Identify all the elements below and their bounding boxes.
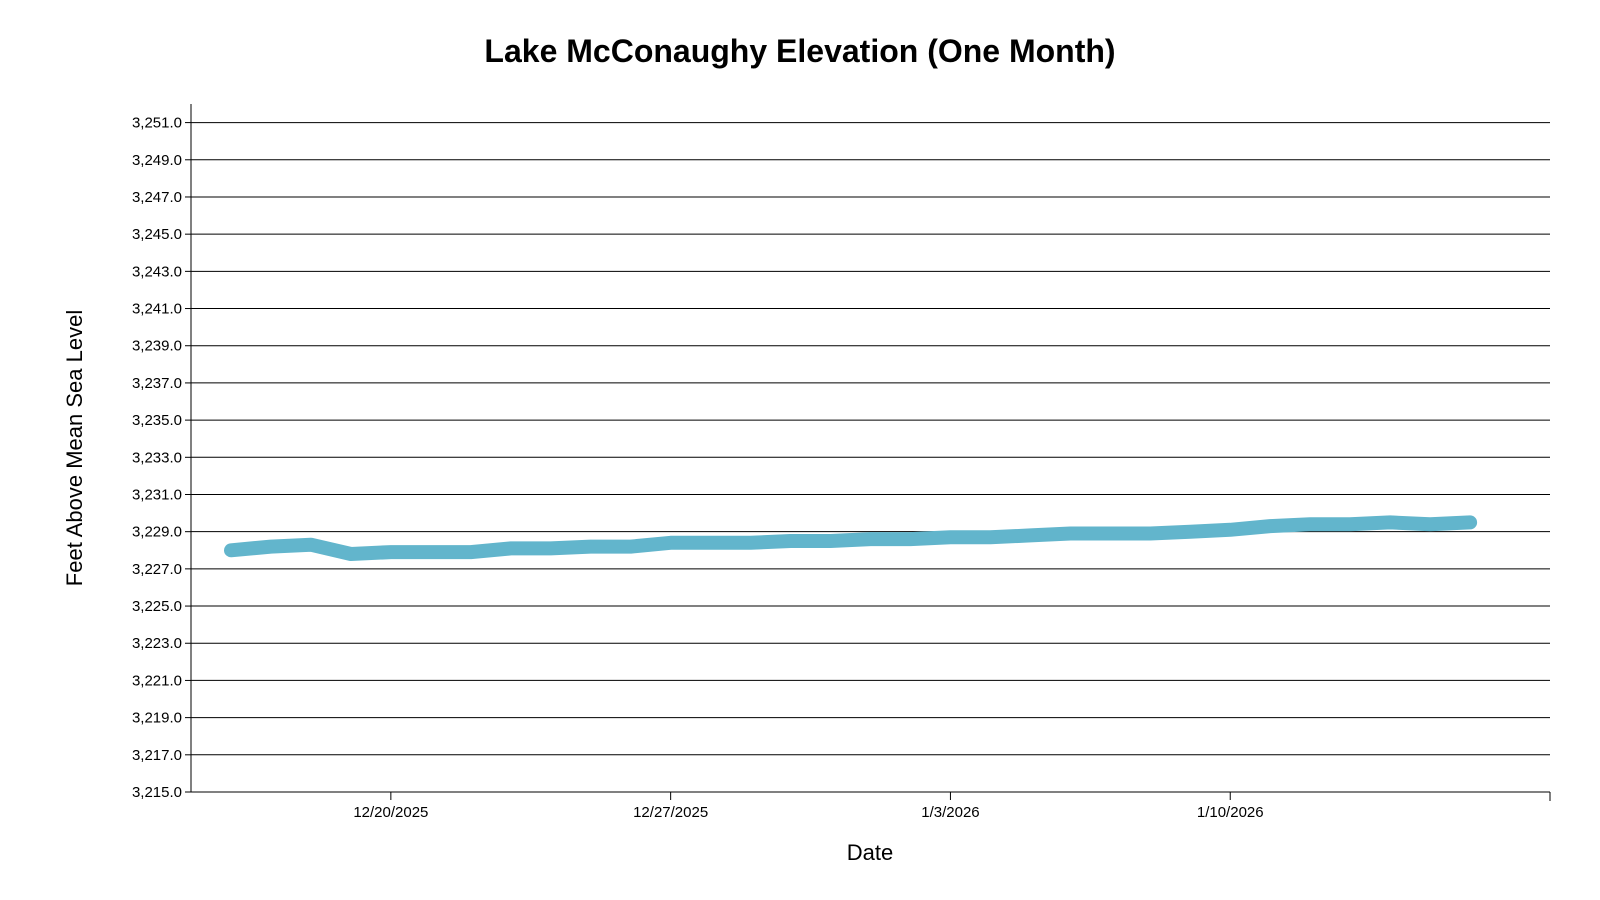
x-tick-label: 1/3/2026 [921,804,979,821]
y-tick-label: 3,225.0 [132,598,182,615]
gridlines [191,122,1550,756]
y-tick-label: 3,235.0 [132,412,182,429]
y-tick-label: 3,217.0 [132,747,182,764]
y-axis-title: Feet Above Mean Sea Level [62,310,87,586]
x-tick-label: 12/20/2025 [353,804,428,821]
y-tick-label: 3,227.0 [132,561,182,578]
x-tick-label: 12/27/2025 [633,804,708,821]
y-tick-label: 3,243.0 [132,263,182,280]
y-tick-label: 3,223.0 [132,635,182,652]
y-tick-label: 3,231.0 [132,486,182,503]
y-tick-label: 3,239.0 [132,338,182,355]
y-tick-label: 3,249.0 [132,152,182,169]
y-tick-label: 3,251.0 [132,115,182,132]
y-tick-label: 3,241.0 [132,301,182,318]
y-tick-label: 3,229.0 [132,524,182,541]
y-tick-label: 3,237.0 [132,375,182,392]
y-tick-label: 3,245.0 [132,226,182,243]
y-tick-label: 3,219.0 [132,710,182,727]
y-tick-label: 3,233.0 [132,449,182,466]
series-layer [224,515,1478,561]
y-tick-label: 3,221.0 [132,672,182,689]
axes: 3,215.0 3,217.0 3,219.0 3,221.0 3,223.0 3,225… [132,104,1551,821]
chart-title: Lake McConaughy Elevation (One Month) [484,33,1115,69]
y-tick-label: 3,215.0 [132,784,182,801]
x-tick-label: 1/10/2026 [1197,804,1264,821]
elevation-series-line [224,515,1478,561]
x-axis-title: Date [847,840,893,865]
y-tick-label: 3,247.0 [132,189,182,206]
